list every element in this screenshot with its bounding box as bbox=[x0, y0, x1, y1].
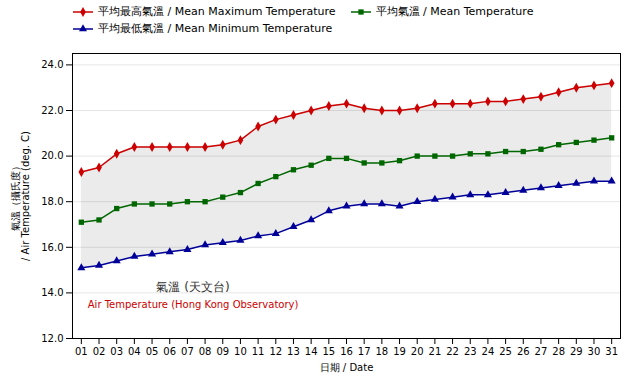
svg-text:01: 01 bbox=[75, 346, 88, 357]
svg-text:27: 27 bbox=[535, 346, 548, 357]
svg-text:21: 21 bbox=[429, 346, 442, 357]
svg-text:20: 20 bbox=[411, 346, 424, 357]
svg-text:08: 08 bbox=[199, 346, 212, 357]
svg-text:Air Temperature (Hong Kong Obs: Air Temperature (Hong Kong Observatory) bbox=[88, 299, 299, 310]
svg-text:18: 18 bbox=[375, 346, 388, 357]
svg-text:25: 25 bbox=[499, 346, 512, 357]
svg-text:09: 09 bbox=[216, 346, 229, 357]
svg-text:氣溫（攝氏度）/ Air Temperature (deg.: 氣溫（攝氏度）/ Air Temperature (deg. C) bbox=[10, 131, 31, 261]
svg-text:11: 11 bbox=[252, 346, 265, 357]
svg-text:28: 28 bbox=[552, 346, 565, 357]
svg-text:12: 12 bbox=[269, 346, 282, 357]
svg-text:14.0: 14.0 bbox=[41, 287, 63, 298]
html-text:平均最高氣溫 / Mean Maximum Temperat: 平均最高氣溫 / Mean Maximum Temperature bbox=[98, 5, 336, 18]
svg-text:14: 14 bbox=[305, 346, 318, 357]
svg-text:日期 / Date: 日期 / Date bbox=[320, 362, 374, 373]
svg-text:26: 26 bbox=[517, 346, 530, 357]
svg-text:23: 23 bbox=[464, 346, 477, 357]
svg-text:20.0: 20.0 bbox=[41, 150, 63, 161]
svg-text:氣溫 (天文台): 氣溫 (天文台) bbox=[156, 280, 229, 294]
svg-text:17: 17 bbox=[358, 346, 371, 357]
svg-text:13: 13 bbox=[287, 346, 300, 357]
svg-text:10: 10 bbox=[234, 346, 247, 357]
svg-text:16: 16 bbox=[340, 346, 353, 357]
svg-text:24: 24 bbox=[482, 346, 495, 357]
html-text:平均氣溫 / Mean Temperature: 平均氣溫 / Mean Temperature bbox=[375, 5, 534, 18]
svg-text:22.0: 22.0 bbox=[41, 105, 63, 116]
svg-text:07: 07 bbox=[181, 346, 194, 357]
svg-text:12.0: 12.0 bbox=[41, 333, 63, 344]
svg-text:24.0: 24.0 bbox=[41, 59, 63, 70]
svg-text:18.0: 18.0 bbox=[41, 196, 63, 207]
svg-text:05: 05 bbox=[146, 346, 159, 357]
svg-text:29: 29 bbox=[570, 346, 583, 357]
svg-text:22: 22 bbox=[446, 346, 459, 357]
svg-text:19: 19 bbox=[393, 346, 406, 357]
svg-text:02: 02 bbox=[93, 346, 106, 357]
svg-text:03: 03 bbox=[110, 346, 123, 357]
html-text:平均最低氣溫 / Mean Minimum Temperat: 平均最低氣溫 / Mean Minimum Temperature bbox=[98, 22, 333, 35]
svg-text:06: 06 bbox=[163, 346, 176, 357]
svg-text:15: 15 bbox=[322, 346, 335, 357]
svg-text:31: 31 bbox=[605, 346, 618, 357]
svg-text:04: 04 bbox=[128, 346, 141, 357]
svg-text:30: 30 bbox=[588, 346, 601, 357]
svg-text:16.0: 16.0 bbox=[41, 242, 63, 253]
